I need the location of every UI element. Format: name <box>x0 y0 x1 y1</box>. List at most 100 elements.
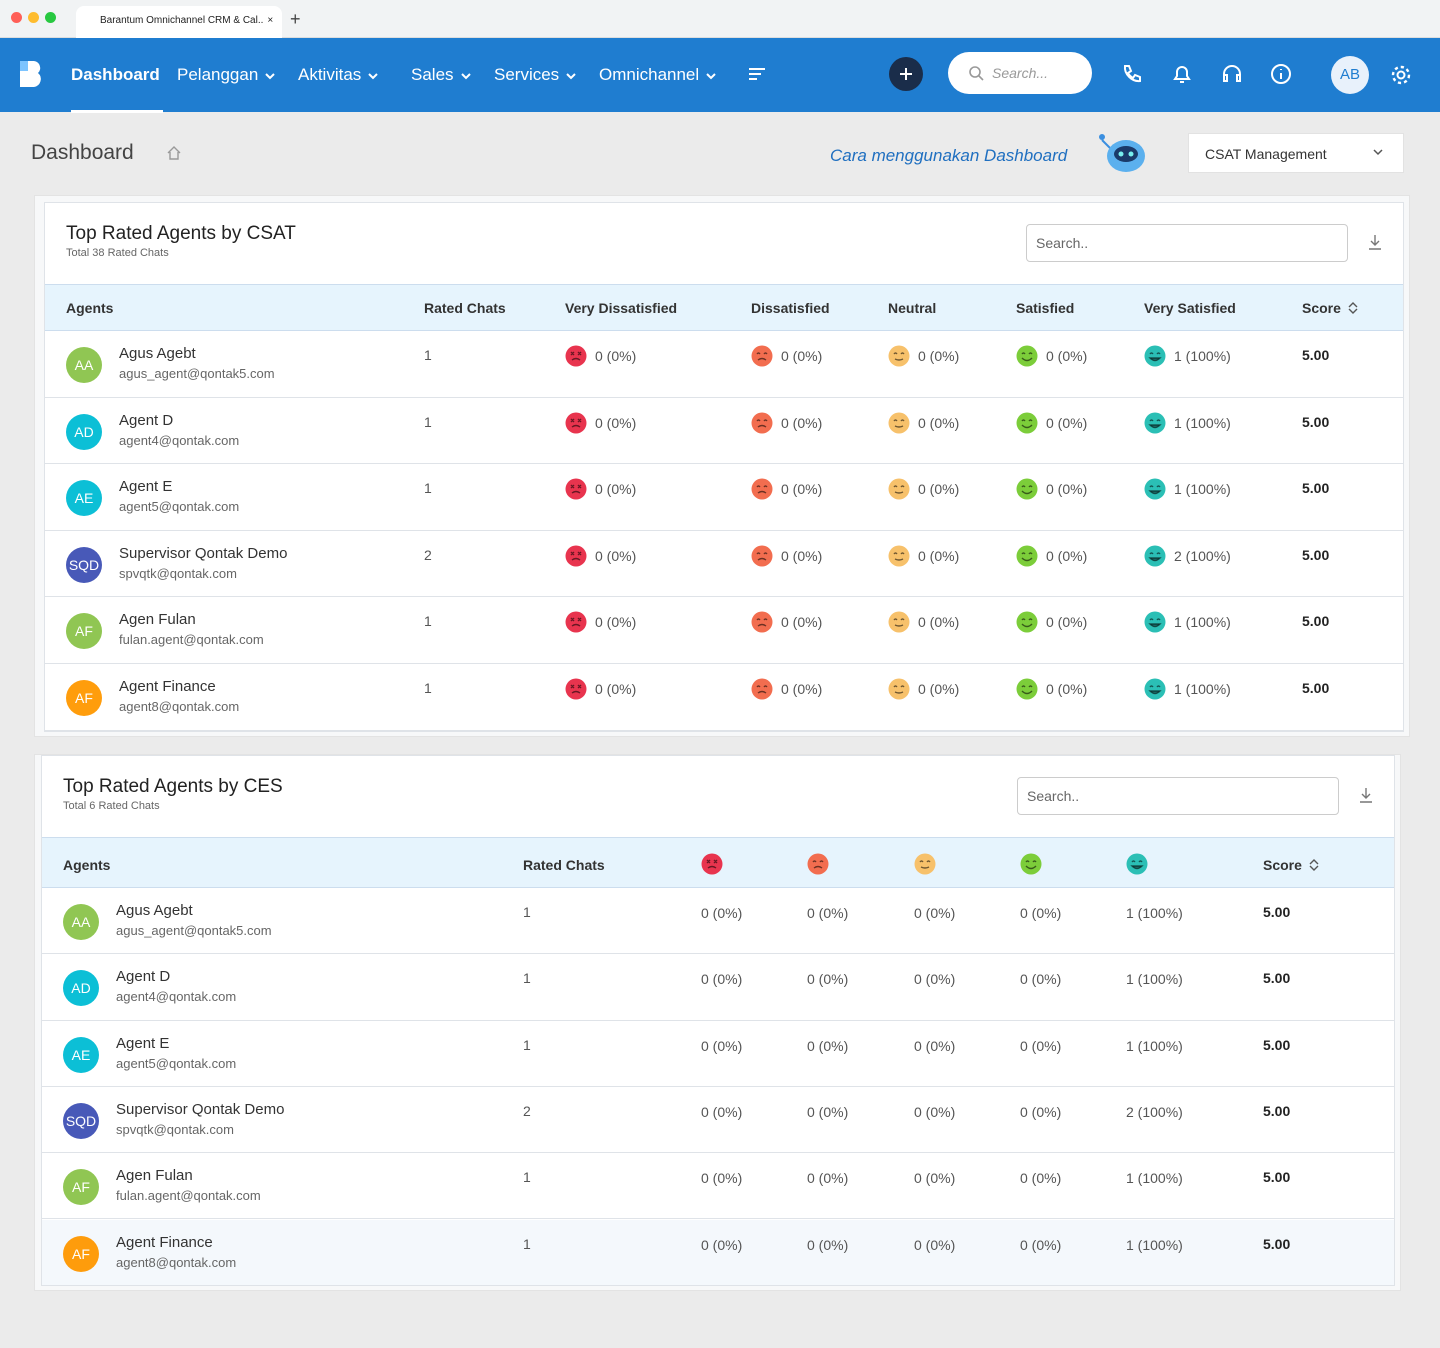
agent-name: Supervisor Qontak Demo <box>116 1100 285 1118</box>
page-title: Dashboard <box>31 141 134 164</box>
rating-icon <box>1016 678 1038 700</box>
agent-avatar: AD <box>66 413 102 450</box>
agent-score: 5.00 <box>1263 1169 1291 1186</box>
chevron-path <box>706 72 716 79</box>
rating-icon <box>701 853 723 874</box>
agent-score: 5.00 <box>1263 904 1291 920</box>
window-minimize[interactable] <box>28 12 39 23</box>
rating-icon <box>751 545 773 567</box>
window-close[interactable] <box>11 12 22 23</box>
face <box>1016 345 1038 367</box>
rating-icon <box>565 478 587 500</box>
table-row: AE Agent E agent5@qontak.com 1 0 (0%) 0 (0%) 0… <box>42 1020 1394 1087</box>
rating-icon <box>565 545 587 567</box>
mouth <box>1021 357 1033 362</box>
tab-close[interactable]: × <box>267 15 274 26</box>
download-icon[interactable] <box>1358 786 1374 804</box>
rating-count: 0 (0%) <box>914 1037 956 1054</box>
agent-email: agus_agent@qontak5.com <box>119 366 275 381</box>
face <box>1144 678 1166 700</box>
sort-icon[interactable] <box>1309 858 1319 872</box>
table-search[interactable]: Search.. <box>1026 224 1348 262</box>
phone-icon[interactable] <box>1120 62 1144 86</box>
eyes <box>570 551 582 556</box>
rating-count: 0 (0%) <box>1020 1103 1062 1120</box>
rating-icon <box>565 412 587 434</box>
rating-count: 0 (0%) <box>701 905 743 921</box>
rating-icon <box>751 345 773 367</box>
browser-tab[interactable]: Barantum Omnichannel CRM & Cal.. × <box>76 6 282 38</box>
agent-name: Agent Finance <box>116 1233 213 1251</box>
settings-icon[interactable] <box>1389 63 1413 87</box>
sort-arrows <box>1309 858 1319 871</box>
table-row: AF Agen Fulan fulan.agent@qontak.com 1 0 (0%… <box>42 1153 1394 1220</box>
mouth <box>1021 557 1033 561</box>
eyes <box>1149 352 1161 355</box>
face <box>1144 611 1166 633</box>
download-icon[interactable] <box>1367 233 1383 251</box>
eyes <box>1025 859 1037 862</box>
agent-name: Agent D <box>119 411 174 429</box>
new-tab[interactable]: + <box>290 9 301 29</box>
search-placeholder: Search... <box>992 65 1049 81</box>
agent-name: Agen Fulan <box>116 1167 193 1185</box>
global-search[interactable]: Search... <box>948 52 1092 94</box>
mouth <box>1148 623 1162 628</box>
rating-count: 0 (0%) <box>1020 1037 1062 1054</box>
table-search[interactable]: Search.. <box>1017 777 1339 815</box>
window-maximize[interactable] <box>45 12 56 23</box>
nav-item[interactable]: Pelanggan <box>177 65 276 85</box>
agent-email: agent8@qontak.com <box>119 699 240 714</box>
sort-icon[interactable] <box>1348 301 1358 315</box>
nav-item[interactable]: Services <box>494 65 577 85</box>
face <box>1016 545 1038 567</box>
mouth <box>571 557 581 561</box>
agent-email: agent5@qontak.com <box>116 1055 237 1071</box>
face <box>565 545 587 567</box>
column-header[interactable]: Score <box>1263 856 1302 873</box>
add-button[interactable] <box>888 56 924 92</box>
rating-count: 1 (100%) <box>1126 905 1183 921</box>
rating-count: 0 (0%) <box>918 481 960 498</box>
user-avatar[interactable]: AB <box>1331 56 1369 94</box>
nav-item[interactable]: Dashboard <box>71 65 163 113</box>
eyes <box>756 618 768 621</box>
face <box>1016 611 1038 633</box>
rating-count: 0 (0%) <box>1020 971 1062 988</box>
table-row: AD Agent D agent4@qontak.com 1 0 (0%) 0 (0%) 0… <box>45 397 1403 465</box>
nav-item[interactable]: Sales <box>411 65 472 85</box>
eyes <box>893 618 905 621</box>
home-icon[interactable] <box>166 145 182 161</box>
agent-score: 5.00 <box>1302 546 1330 563</box>
table-title: Top Rated Agents by CES <box>63 776 283 797</box>
agent-avatar: AE <box>63 1036 99 1073</box>
headset-icon[interactable] <box>1220 62 1244 86</box>
mouth <box>894 424 904 428</box>
rating-count: 0 (0%) <box>807 1170 849 1187</box>
menu-icon[interactable] <box>748 67 766 81</box>
column-header[interactable]: Score <box>1302 299 1341 316</box>
column-header: Rated Chats <box>523 856 605 873</box>
nav-item[interactable]: Aktivitas <box>298 65 379 85</box>
rating-count: 0 (0%) <box>1020 905 1062 921</box>
rated-chats: 1 <box>424 480 432 497</box>
mouth <box>1021 690 1033 695</box>
mouth <box>1130 864 1144 869</box>
eyes <box>1021 352 1033 355</box>
rating-icon <box>1020 853 1042 874</box>
mouth <box>813 865 823 869</box>
bell-icon[interactable] <box>1170 62 1194 86</box>
info-icon[interactable] <box>1269 62 1293 86</box>
mouth <box>920 865 930 869</box>
eyes <box>1021 685 1033 688</box>
rating-count: 0 (0%) <box>807 1236 849 1253</box>
agent-name: Agent E <box>119 478 173 496</box>
dashboard-dropdown[interactable]: CSAT Management <box>1188 133 1404 173</box>
logo[interactable] <box>18 59 46 89</box>
face <box>888 545 910 567</box>
rating-count: 0 (0%) <box>1046 614 1088 631</box>
nav-item[interactable]: Omnichannel <box>599 65 717 85</box>
agent-name: Agent D <box>116 968 171 986</box>
help-link[interactable]: Cara menggunakan Dashboard <box>830 146 1068 165</box>
search-placeholder: Search.. <box>1036 235 1089 251</box>
